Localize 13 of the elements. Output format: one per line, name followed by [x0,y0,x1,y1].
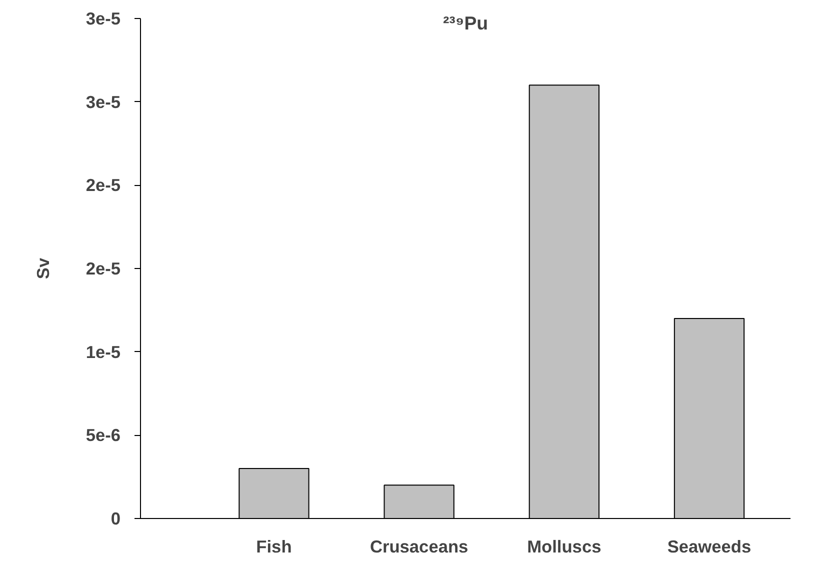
x-tick-label: Fish [256,536,292,556]
x-tick-label: Crusaceans [370,536,468,556]
chart-title: ²³⁹Pu [442,12,488,34]
y-tick-label: 2e-5 [86,258,121,278]
x-tick-label: Seaweeds [667,536,752,556]
y-tick-label: 0 [110,508,121,528]
y-tick-label: 2e-5 [86,175,121,196]
y-axis-title: Sv [32,258,53,280]
y-tick-label: 1e-5 [86,342,121,362]
y-tick-label: 3e-5 [86,92,121,112]
y-tick-label: 3e-5 [86,8,121,28]
x-tick-label: Molluscs [527,536,602,556]
y-tick-label: 5e-6 [86,425,121,446]
